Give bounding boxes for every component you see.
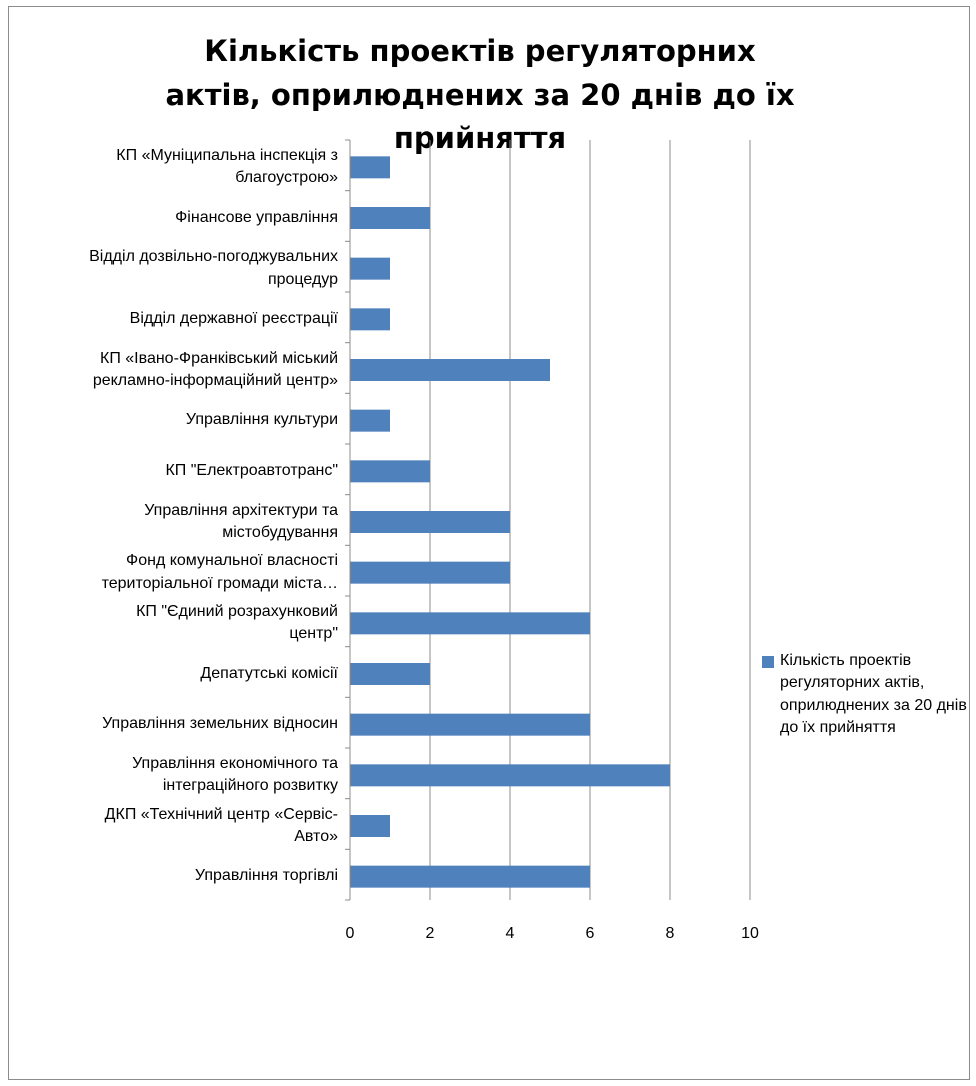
category-label: КП "Електроавтотранс"	[165, 462, 338, 480]
bar	[350, 713, 590, 736]
bar	[350, 663, 430, 685]
bar	[350, 561, 510, 584]
chart-title: Кількість проектів регуляторних актів, о…	[165, 34, 795, 155]
bar	[350, 409, 390, 432]
x-tick-label: 10	[741, 925, 759, 942]
category-labels: КП «Муніципальна інспекція з благоустрою…	[10, 0, 338, 1086]
bar	[350, 359, 550, 381]
bar	[350, 612, 590, 635]
category-label: Фінансове управління	[175, 208, 338, 226]
category-label: Депатутські комісії	[200, 664, 338, 682]
bar	[350, 865, 590, 888]
legend-label: Кількість проектів регуляторних актів, о…	[780, 652, 967, 737]
category-label: Управління земельних відносин	[102, 715, 338, 733]
x-tick-label: 8	[666, 925, 675, 942]
bar	[350, 511, 510, 533]
bar	[350, 156, 390, 179]
bar	[350, 764, 670, 787]
category-label: Управління архітектури та містобудування	[144, 501, 338, 541]
tick-label-layer: 0 2 4 6 8 10	[346, 925, 759, 942]
category-label: КП «Івано-Франківський міський рекламно-…	[92, 349, 338, 389]
category-label: Управління торгівлі	[194, 867, 338, 885]
category-label: ДКП «Технічний центр «Сервіс- Авто»	[104, 805, 338, 845]
axis-layer	[345, 139, 351, 901]
x-tick-label: 0	[346, 925, 355, 942]
chart-frame	[8, 6, 970, 1080]
category-label: КП "Єдиний розрахунковий центр"	[136, 602, 338, 643]
bar-layer	[350, 156, 670, 888]
category-label: Відділ державної реєстрації	[129, 310, 338, 328]
category-label: Управління культури	[185, 411, 338, 429]
bar	[350, 308, 390, 331]
category-label: Управління економічного та інтеграційног…	[132, 754, 338, 795]
category-label: Відділ дозвільно-погоджувальних процедур	[89, 248, 338, 288]
category-label: Фонд комунальної власності територіально…	[101, 552, 338, 592]
legend: Кількість проектів регуляторних актів, о…	[762, 650, 972, 740]
bar	[350, 815, 390, 837]
x-tick-label: 6	[586, 925, 595, 942]
bar	[350, 257, 390, 280]
legend-swatch	[762, 656, 774, 668]
category-label: КП «Муніципальна інспекція з благоустрою…	[116, 146, 338, 187]
bar	[350, 460, 430, 483]
bar	[350, 207, 430, 229]
x-tick-label: 2	[426, 925, 435, 942]
x-tick-label: 4	[506, 925, 515, 942]
